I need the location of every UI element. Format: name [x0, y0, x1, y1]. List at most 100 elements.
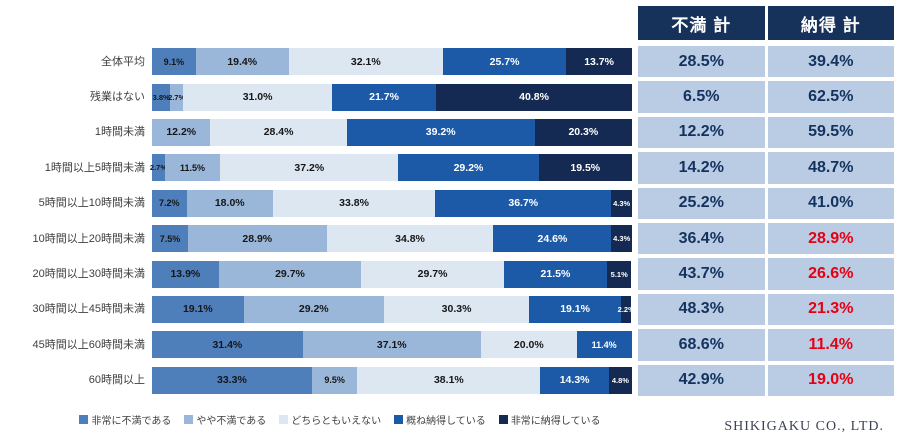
fuman-total-cell: 68.6% — [638, 329, 765, 361]
bar-segment: 13.9% — [152, 260, 219, 288]
fuman-total-cell: 36.4% — [638, 222, 765, 255]
bar-segment: 40.8% — [436, 83, 632, 111]
table-row: 43.7% 26.6% — [638, 258, 894, 290]
nattoku-total-cell: 26.6% — [767, 258, 894, 290]
bar-segment: 29.2% — [243, 295, 384, 323]
nattoku-total-cell: 59.5% — [767, 116, 894, 149]
bar-segment: 11.4% — [576, 331, 632, 359]
bar-segment: 29.7% — [361, 260, 504, 288]
category-label: 1時間以上5時間未満 — [44, 161, 145, 174]
category-label: 10時間以上20時間未満 — [32, 232, 145, 245]
table-row: 48.3% 21.3% — [638, 293, 894, 326]
nattoku-total-cell: 28.9% — [767, 222, 894, 255]
bar-segment: 11.5% — [164, 154, 221, 182]
table-row: 36.4% 28.9% — [638, 222, 894, 255]
table-row: 28.5% 39.4% — [638, 46, 894, 78]
category-label: 30時間以上45時間未満 — [32, 303, 145, 316]
chart-row: 残業はない 3.8% 2.7% 31.0% 21.7% 40.8% — [0, 79, 632, 114]
stacked-bar: 13.9% 29.7% 29.7% 21.5% 5.1% — [152, 260, 632, 288]
table-row: 25.2% 41.0% — [638, 187, 894, 219]
header-fuman-total: 不満 計 — [638, 6, 765, 40]
bar-segment: 20.0% — [480, 331, 577, 359]
legend-item: 非常に納得している — [498, 412, 601, 427]
bar-segment: 12.2% — [152, 118, 211, 146]
legend-swatch-icon — [279, 415, 289, 424]
chart-row: 45時間以上60時間未満 31.4% 37.1% 20.0% 11.4% — [0, 327, 632, 362]
stacked-bar: 2.7% 11.5% 37.2% 29.2% 19.5% — [150, 154, 632, 182]
bar-segment: 19.1% — [529, 295, 621, 323]
chart-row: 60時間以上 33.3% 9.5% 38.1% 14.3% 4.8% — [0, 363, 632, 398]
bar-segment: 36.7% — [435, 189, 612, 217]
fuman-total-cell: 14.2% — [638, 152, 765, 184]
category-label: 60時間以上 — [88, 374, 145, 387]
summary-table: 不満 計 納得 計 28.5% 39.4% 6.5% 62.5% 12.2% 59.5% 1… — [638, 6, 894, 400]
category-label: 45時間以上60時間未満 — [32, 338, 145, 351]
bar-segment: 33.3% — [152, 366, 312, 394]
legend-swatch-icon — [79, 415, 89, 424]
legend-swatch-icon — [184, 415, 194, 424]
bar-segment: 9.1% — [152, 48, 196, 76]
fuman-total-cell: 12.2% — [638, 116, 765, 149]
legend-label: やや不満である — [196, 416, 267, 427]
bar-segment: 31.0% — [183, 83, 332, 111]
bar-segment: 13.7% — [566, 48, 632, 76]
legend-label: 概ね納得している — [406, 416, 486, 427]
bar-segment: 19.1% — [152, 295, 244, 323]
stacked-bar: 9.1% 19.4% 32.1% 25.7% 13.7% — [152, 48, 632, 76]
bar-segment: 4.3% — [611, 189, 632, 217]
bar-segment: 21.7% — [331, 83, 437, 111]
bar-segment: 32.1% — [288, 48, 443, 76]
category-label: 20時間以上30時間未満 — [32, 267, 145, 280]
header-nattoku-total: 納得 計 — [767, 6, 894, 40]
bar-segment: 33.8% — [272, 189, 436, 217]
fuman-total-cell: 48.3% — [638, 293, 765, 326]
table-row: 12.2% 59.5% — [638, 116, 894, 149]
bar-segment: 28.9% — [187, 225, 327, 253]
nattoku-total-cell: 41.0% — [767, 187, 894, 219]
category-label: 残業はない — [90, 91, 145, 104]
bar-segment: 18.0% — [186, 189, 273, 217]
legend-swatch-icon — [394, 415, 404, 424]
stacked-bar: 31.4% 37.1% 20.0% 11.4% — [152, 331, 632, 359]
bar-segment: 24.6% — [493, 225, 612, 253]
bar-segment: 4.3% — [611, 225, 633, 253]
legend-item: やや不満である — [184, 412, 266, 427]
nattoku-total-cell: 48.7% — [767, 152, 894, 184]
stacked-bar: 33.3% 9.5% 38.1% 14.3% 4.8% — [152, 366, 632, 394]
nattoku-total-cell: 11.4% — [767, 329, 894, 361]
bar-segment: 30.3% — [383, 295, 530, 323]
category-label: 全体平均 — [101, 55, 145, 68]
bar-segment: 37.2% — [220, 154, 399, 182]
fuman-total-cell: 6.5% — [638, 81, 765, 113]
bar-segment: 2.2% — [618, 295, 635, 323]
table-row: 6.5% 62.5% — [638, 81, 894, 113]
nattoku-total-cell: 19.0% — [767, 364, 894, 396]
table-row: 68.6% 11.4% — [638, 329, 894, 361]
nattoku-total-cell: 21.3% — [767, 293, 894, 326]
table-row: 42.9% 19.0% — [638, 364, 894, 396]
bar-segment: 5.1% — [607, 260, 632, 288]
fuman-total-cell: 42.9% — [638, 364, 765, 396]
stacked-bar: 7.5% 28.9% 34.8% 24.6% 4.3% — [152, 225, 633, 253]
table-row: 14.2% 48.7% — [638, 152, 894, 184]
company-logo-text: SHIKIGAKU CO., LTD. — [724, 419, 884, 434]
bar-segment: 29.2% — [398, 154, 539, 182]
chart-row: 30時間以上45時間未満 19.1% 29.2% 30.3% 19.1% 2.2% — [0, 292, 635, 327]
fuman-total-cell: 28.5% — [638, 46, 765, 78]
legend-item: 概ね納得している — [394, 412, 486, 427]
bar-segment: 14.3% — [540, 366, 609, 394]
chart-row: 1時間以上5時間未満 2.7% 11.5% 37.2% 29.2% 19.5% — [0, 150, 632, 185]
bar-segment: 3.8% — [152, 83, 171, 111]
legend-label: 非常に納得している — [510, 416, 601, 427]
bar-segment: 34.8% — [326, 225, 494, 253]
bar-segment: 19.4% — [195, 48, 289, 76]
chart-legend: 非常に不満である やや不満である どちらともいえない 概ね納得している 非常に納得してい… — [40, 412, 640, 427]
chart-row: 5時間以上10時間未満 7.2% 18.0% 33.8% 36.7% 4.3% — [0, 186, 632, 221]
category-label: 1時間未満 — [94, 126, 145, 139]
bar-segment: 38.1% — [357, 366, 541, 394]
bar-segment: 29.7% — [218, 260, 362, 288]
legend-item: 非常に不満である — [79, 412, 171, 427]
bar-segment: 31.4% — [152, 331, 303, 359]
legend-label: 非常に不満である — [91, 416, 172, 427]
fuman-total-cell: 25.2% — [638, 187, 765, 219]
